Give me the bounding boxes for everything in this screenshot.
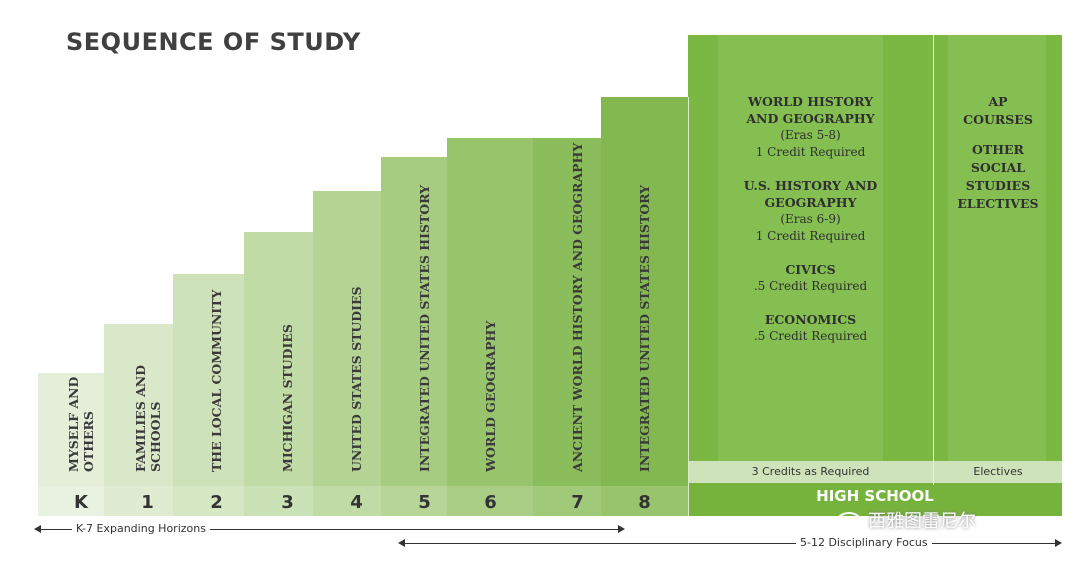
watermark-text: 西雅图雷尼尔 — [868, 511, 976, 532]
grade-band — [447, 486, 534, 516]
topic-label: WORLD GEOGRAPHY — [483, 320, 498, 472]
focus-arrow-label: 5-12 Disciplinary Focus — [796, 536, 932, 549]
grade-column: 8 INTEGRATED UNITED STATES HISTORY — [601, 97, 689, 516]
watermark: 西雅图雷尼尔 — [836, 507, 976, 533]
electives-text: AP COURSES OTHER SOCIAL STUDIES ELECTIVE… — [934, 93, 1062, 213]
topic-label: UNITED STATES STUDIES — [349, 286, 364, 472]
required-inner — [718, 35, 883, 461]
grade-number: 6 — [484, 492, 497, 513]
ap-courses-label: AP COURSES — [963, 94, 1033, 127]
grade-number: 8 — [638, 492, 651, 513]
grade-number: 5 — [418, 492, 431, 513]
electives-bar: Electives — [934, 461, 1062, 483]
required-courses: WORLD HISTORY AND GEOGRAPHY (Eras 5-8) 1 C… — [688, 93, 933, 361]
topic-label: INTEGRATED UNITED STATES HISTORY — [417, 184, 432, 472]
grade-number: 4 — [350, 492, 363, 513]
grade-number: 7 — [571, 492, 584, 513]
panel-divider — [933, 35, 934, 485]
grade-column: 6 WORLD GEOGRAPHY — [447, 138, 535, 516]
grade-band — [601, 486, 688, 516]
grade-number: 3 — [281, 492, 294, 513]
credits-bar: 3 Credits as Required — [688, 461, 933, 483]
k7-arrow-label: K-7 Expanding Horizons — [72, 522, 210, 535]
course-name: U.S. HISTORY AND GEOGRAPHY — [743, 178, 878, 210]
course-detail: (Eras 5-8) — [780, 128, 841, 142]
topic-label: THE LOCAL COMMUNITY — [209, 289, 224, 472]
electives-bar-label: Electives — [973, 465, 1023, 478]
course-credit: 1 Credit Required — [755, 229, 866, 243]
course-credit: .5 Credit Required — [753, 329, 868, 343]
wechat-icon — [836, 512, 862, 532]
high-school-label: HIGH SCHOOL — [816, 487, 934, 505]
course-block: ECONOMICS .5 Credit Required — [688, 311, 933, 345]
course-block: CIVICS .5 Credit Required — [688, 261, 933, 295]
topic-label: MYSELF AND OTHERS — [66, 376, 96, 472]
course-detail: (Eras 6-9) — [780, 212, 841, 226]
required-panel — [688, 35, 933, 461]
course-block: U.S. HISTORY AND GEOGRAPHY (Eras 6-9) 1 Cr… — [688, 177, 933, 245]
other-electives-label: OTHER SOCIAL STUDIES ELECTIVES — [957, 142, 1039, 211]
topic-label: INTEGRATED UNITED STATES HISTORY — [637, 184, 652, 472]
course-name: ECONOMICS — [764, 312, 857, 327]
course-name: CIVICS — [785, 262, 836, 277]
course-name: WORLD HISTORY AND GEOGRAPHY — [746, 94, 875, 126]
high-school-block: WORLD HISTORY AND GEOGRAPHY (Eras 5-8) 1 C… — [688, 35, 1062, 516]
page-title: SEQUENCE OF STUDY — [66, 28, 361, 56]
course-credit: .5 Credit Required — [753, 279, 868, 293]
course-block: WORLD HISTORY AND GEOGRAPHY (Eras 5-8) 1 C… — [688, 93, 933, 161]
electives-inner — [948, 35, 1046, 461]
grade-number: 1 — [141, 492, 154, 513]
electives-panel — [934, 35, 1062, 461]
grade-number: 2 — [210, 492, 223, 513]
topic-label: MICHIGAN STUDIES — [280, 324, 295, 472]
topic-label: ANCIENT WORLD HISTORY AND GEOGRAPHY — [570, 142, 585, 472]
topic-label: FAMILIES AND SCHOOLS — [132, 364, 163, 472]
course-credit: 1 Credit Required — [755, 145, 866, 159]
grade-number: K — [74, 492, 88, 513]
credits-bar-label: 3 Credits as Required — [751, 465, 870, 478]
